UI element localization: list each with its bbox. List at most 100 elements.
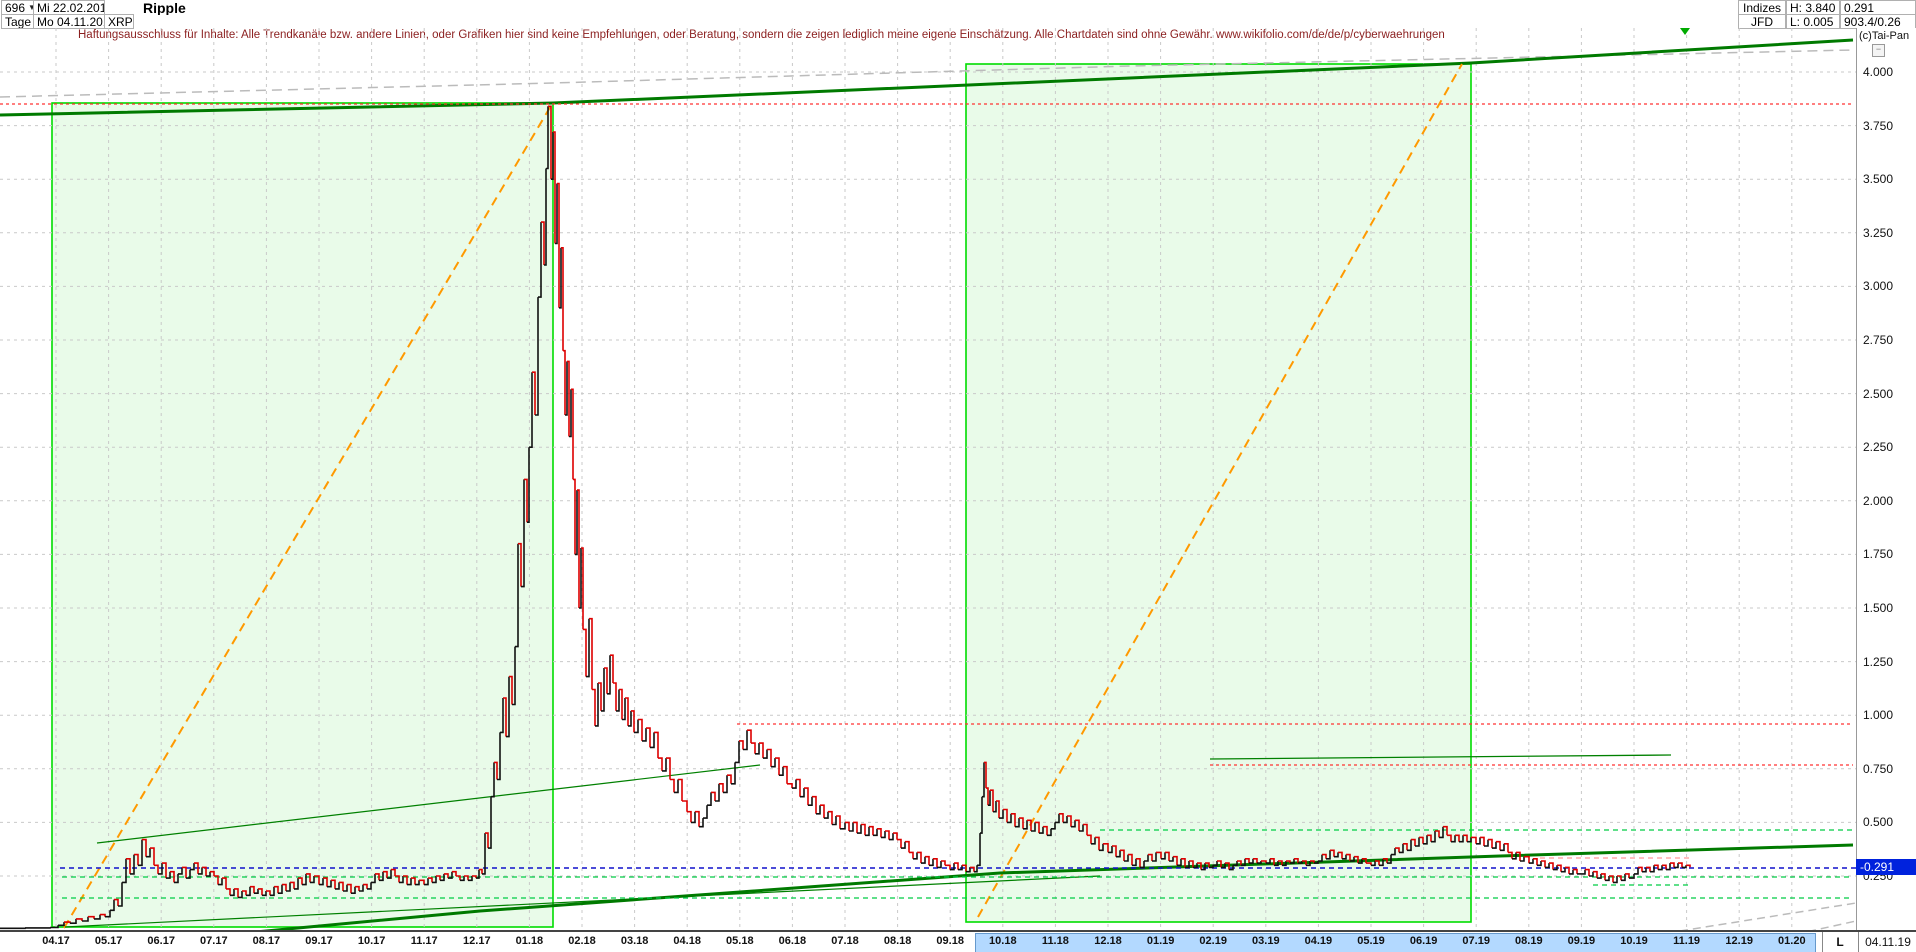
candle-segment [527, 447, 530, 523]
candle-segment [767, 748, 772, 767]
candle-segment [990, 789, 994, 812]
candle-segment [1541, 860, 1546, 868]
candle-segment [134, 853, 139, 866]
candle-segment [1197, 862, 1202, 870]
candle-segment [512, 646, 516, 706]
candle-segment [371, 873, 376, 884]
candle-segment [1278, 860, 1283, 866]
candle-segment [254, 888, 259, 894]
candle-segment [230, 888, 235, 897]
time-axis-highlight [974, 933, 1816, 952]
candle-segment [743, 730, 748, 751]
candle-segment [631, 710, 635, 733]
candle-segment [1403, 843, 1408, 851]
candle-segment [1678, 862, 1683, 868]
date-from-cell[interactable]: Mi 22.02.2017 [33, 0, 105, 15]
time-axis-label: 11.19 [1673, 935, 1701, 947]
time-axis[interactable]: 04.17 05.17 06.17 07.17 08.17 09.17 10.17 11.17… [0, 930, 1916, 952]
candle-segment [933, 858, 938, 868]
candle-segment [1488, 838, 1493, 849]
candle-segment [1326, 850, 1331, 860]
candle-segment [1557, 864, 1562, 872]
price-axis[interactable]: 4.000 3.750 3.500 3.250 3.000 2.750 2.500 2.250… [1856, 28, 1916, 952]
candle-segment [58, 922, 65, 927]
time-axis-label: 12.17 [463, 935, 491, 947]
candle-segment [557, 182, 560, 308]
candle-segment [1476, 837, 1481, 845]
candle-segment [234, 888, 239, 898]
candle-segment [1634, 867, 1639, 875]
candle-segment [613, 682, 617, 711]
candle-segment [286, 882, 291, 892]
candle-segment [731, 762, 736, 785]
candle-segment [601, 668, 605, 712]
candle-segment [1099, 843, 1104, 852]
candle-segment [290, 881, 295, 889]
candle-segment [695, 810, 700, 827]
candle-segment [966, 867, 971, 873]
candle-segment [182, 866, 187, 879]
candle-segment [1605, 876, 1610, 882]
candle-segment [1103, 843, 1109, 853]
candle-segment [278, 884, 283, 894]
candle-segment [1185, 861, 1190, 869]
candle-segment [565, 361, 568, 416]
candle-segment [592, 688, 596, 726]
candle-segment [1282, 861, 1287, 867]
candle-segment [828, 810, 833, 825]
candle-segment [1362, 858, 1367, 864]
candle-segment [893, 832, 898, 840]
candle-segment [1148, 853, 1153, 861]
candle-segment [509, 675, 513, 705]
candle-segment [1431, 831, 1436, 843]
candle-segment [551, 132, 554, 180]
candle-segment [1031, 822, 1036, 832]
candle-segment [616, 689, 620, 712]
time-axis-label: 02.19 [1199, 935, 1227, 947]
symbol-cell[interactable]: XRP [104, 14, 134, 29]
candle-segment [546, 106, 549, 170]
candle-segment [881, 831, 886, 839]
candle-segment [954, 862, 959, 870]
candle-segment [1585, 868, 1590, 876]
last-bar-indicator: L [1836, 935, 1844, 949]
candle-segment [355, 885, 360, 891]
time-axis-label: 04.19 [1304, 935, 1333, 947]
candle-segment [391, 868, 396, 876]
candle-segment [491, 762, 495, 798]
time-axis-label: 08.18 [883, 935, 912, 947]
candle-segment [1140, 861, 1145, 869]
collapse-icon[interactable]: − [1872, 44, 1885, 57]
candle-segment [575, 490, 578, 556]
candle-segment [1177, 858, 1182, 867]
candle-segment [1120, 849, 1125, 861]
time-axis-label: 04.18 [673, 935, 701, 947]
candle-segment [1512, 852, 1517, 860]
candle-segment [1581, 869, 1586, 875]
candle-segment [1233, 861, 1238, 867]
price-axis-label: 1.750 [1863, 547, 1894, 562]
candle-segment [909, 851, 914, 859]
candle-segment [1411, 838, 1416, 846]
candle-segment [218, 878, 223, 886]
candle-segment [1237, 860, 1242, 866]
candle-segment [162, 862, 167, 879]
candle-segment [1395, 847, 1400, 853]
candle-segment [1290, 858, 1295, 864]
candle-segment [1500, 843, 1505, 852]
date-to-cell[interactable]: Mo 04.11.2019 [33, 14, 105, 29]
candle-segment [122, 858, 127, 884]
last-price-text: 0.291 [1844, 0, 1875, 15]
green-lower-thick-trendline [61, 843, 1854, 952]
price-axis-label: 3.250 [1863, 225, 1894, 240]
candle-segment [583, 628, 587, 677]
candle-segment [607, 655, 611, 695]
candle-segment [282, 883, 287, 891]
candle-segment [1662, 864, 1667, 870]
candle-segment [628, 710, 632, 727]
candle-segment [403, 875, 408, 885]
candle-segment [763, 749, 768, 759]
candle-segment [986, 787, 989, 806]
candle-segment [1083, 823, 1088, 836]
